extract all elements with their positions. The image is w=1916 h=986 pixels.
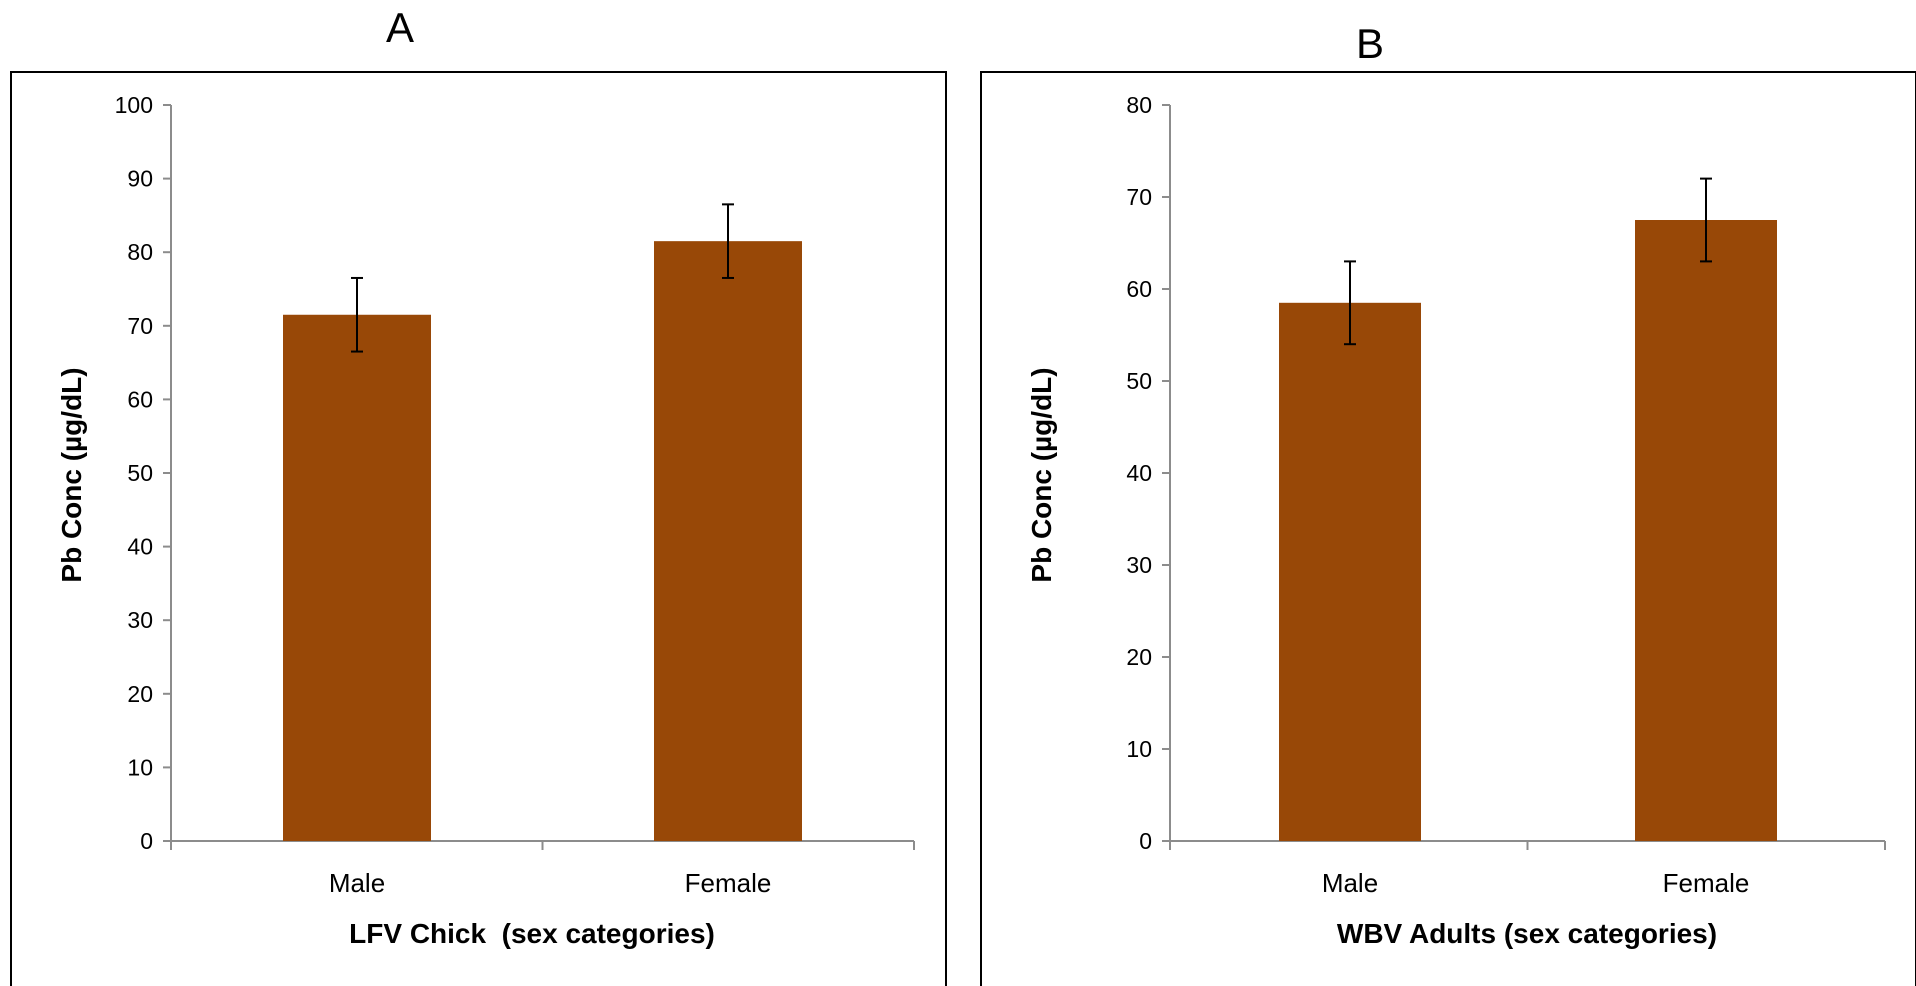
panel-a-y-tick-label: 80: [127, 239, 153, 265]
panel-b-category-label: Male: [1322, 868, 1378, 898]
panel-a-bars: [283, 203, 802, 841]
panel-b-y-tick-label: 50: [1126, 368, 1152, 394]
panel-b-x-axis-title: WBV Adults (sex categories): [1337, 918, 1717, 949]
panel-a-bar-male: [283, 314, 431, 841]
panel-b-categories: Male Female: [1322, 868, 1750, 898]
panel-a-y-tick-label: 0: [140, 828, 153, 854]
panel-a-y-tick-label: 70: [127, 313, 153, 339]
panel-a-categories: Male Female: [329, 868, 772, 898]
panel-a-y-tick-label: 10: [127, 754, 153, 780]
panel-b-bar-female: [1635, 220, 1777, 841]
panel-a-y-tick-label: 60: [127, 386, 153, 412]
panel-b-bar-male: [1279, 302, 1421, 841]
panel-b-y-tick-label: 10: [1126, 736, 1152, 762]
panel-b-y-tick-label: 80: [1126, 92, 1152, 118]
panel-a-category-label: Male: [329, 868, 385, 898]
panel-b-category-label: Female: [1663, 868, 1750, 898]
panel-a-y-tick-label: 20: [127, 681, 153, 707]
panel-a-y-tick-label: 90: [127, 166, 153, 192]
panel-a-y-tick-label: 40: [127, 534, 153, 560]
panel-b-y-tick-label: 30: [1126, 552, 1152, 578]
panel-b-bars: [1279, 177, 1777, 841]
panel-b-y-tick-label: 20: [1126, 644, 1152, 670]
panel-a: A 0 10 20 30 40 50 60 70 80 90 100 Male Female LFV …: [10, 4, 947, 986]
panel-b-y-tick-label: 40: [1126, 460, 1152, 486]
panel-b-letter: B: [1356, 20, 1384, 67]
panel-b: B 0 10 20 30 40 50 60 70 80 Male Female WBV Adult…: [980, 20, 1916, 986]
panel-a-category-label: Female: [685, 868, 772, 898]
panel-a-letter: A: [386, 4, 414, 51]
panel-a-x-axis-title: LFV Chick (sex categories): [349, 918, 715, 949]
panel-a-y-tick-label: 50: [127, 460, 153, 486]
panel-a-bar-female: [654, 241, 802, 841]
panel-a-y-axis-title: Pb Conc (µg/dL): [56, 367, 87, 582]
panel-b-y-axis-title: Pb Conc (µg/dL): [1026, 367, 1057, 582]
panel-b-y-tick-label: 0: [1139, 828, 1152, 854]
panel-a-y-tick-label: 100: [115, 92, 153, 118]
panel-a-y-tick-label: 30: [127, 607, 153, 633]
panel-b-y-tick-label: 70: [1126, 184, 1152, 210]
panel-b-y-tick-label: 60: [1126, 276, 1152, 302]
